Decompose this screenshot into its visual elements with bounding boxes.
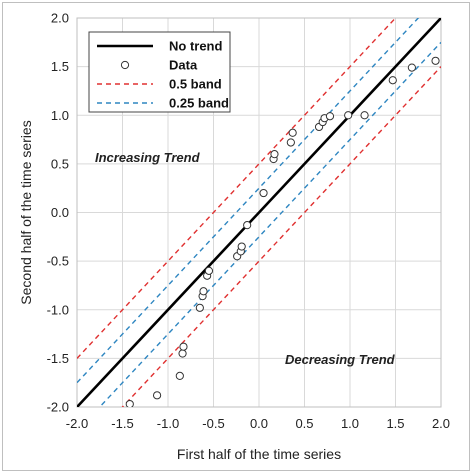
data-point xyxy=(270,150,279,159)
x-tick-label: 0.0 xyxy=(250,416,268,431)
data-point xyxy=(237,242,246,251)
data-point xyxy=(325,112,335,121)
y-tick-label: 1.0 xyxy=(51,108,69,123)
x-tick-label: -1.0 xyxy=(157,416,179,431)
data-point xyxy=(152,391,162,400)
data-point xyxy=(199,287,208,296)
lower-0-5-band-line xyxy=(121,66,441,407)
legend-label: 0.5 band xyxy=(169,77,222,92)
upper-0-25-band-line xyxy=(77,18,420,384)
no-trend-line xyxy=(77,18,441,407)
y-tick-label: 0.5 xyxy=(51,156,69,171)
x-tick-label: -2.0 xyxy=(66,416,88,431)
legend-swatch-point xyxy=(120,60,130,70)
data-point xyxy=(195,303,204,312)
x-axis-label: First half of the time series xyxy=(177,446,341,462)
y-tick-label: -2.0 xyxy=(47,400,69,415)
y-tick-label: -1.0 xyxy=(47,302,69,317)
y-axis-label: Second half of the time series xyxy=(18,120,34,304)
x-tick-label: -1.5 xyxy=(111,416,133,431)
data-point xyxy=(259,188,268,198)
data-point xyxy=(286,138,295,147)
data-point xyxy=(178,349,187,358)
x-tick-label: -0.5 xyxy=(202,416,224,431)
data-point xyxy=(360,111,369,120)
data-point xyxy=(407,63,416,72)
x-tick-label: 1.0 xyxy=(341,416,359,431)
decreasing-trend-annotation: Decreasing Trend xyxy=(285,352,396,367)
data-point xyxy=(204,266,214,275)
y-tick-label: -0.5 xyxy=(47,254,69,269)
data-point xyxy=(179,342,188,351)
x-tick-label: 2.0 xyxy=(432,416,450,431)
data-point xyxy=(175,371,184,380)
x-tick-label: 1.5 xyxy=(386,416,404,431)
plot-series xyxy=(77,18,441,407)
y-tick-label: -1.5 xyxy=(47,351,69,366)
legend-label: No trend xyxy=(169,39,223,54)
data-point xyxy=(125,399,134,407)
legend-label: 0.25 band xyxy=(169,96,229,111)
data-point xyxy=(431,56,440,65)
y-tick-label: 1.5 xyxy=(51,59,69,74)
y-tick-label: 0.0 xyxy=(51,205,69,220)
data-point xyxy=(288,128,297,137)
plot-area-border xyxy=(76,17,442,408)
data-point xyxy=(388,76,397,85)
x-tick-label: 0.5 xyxy=(295,416,313,431)
legend: No trend Data 0.5 band 0.25 band xyxy=(88,31,231,113)
lower-0-25-band-line xyxy=(98,41,441,407)
y-tick-label: 2.0 xyxy=(51,11,69,26)
upper-0-5-band-line xyxy=(77,18,397,359)
increasing-trend-annotation: Increasing Trend xyxy=(95,150,201,165)
legend-label: Data xyxy=(169,58,198,73)
data-point xyxy=(344,111,353,120)
data-point xyxy=(243,221,252,230)
